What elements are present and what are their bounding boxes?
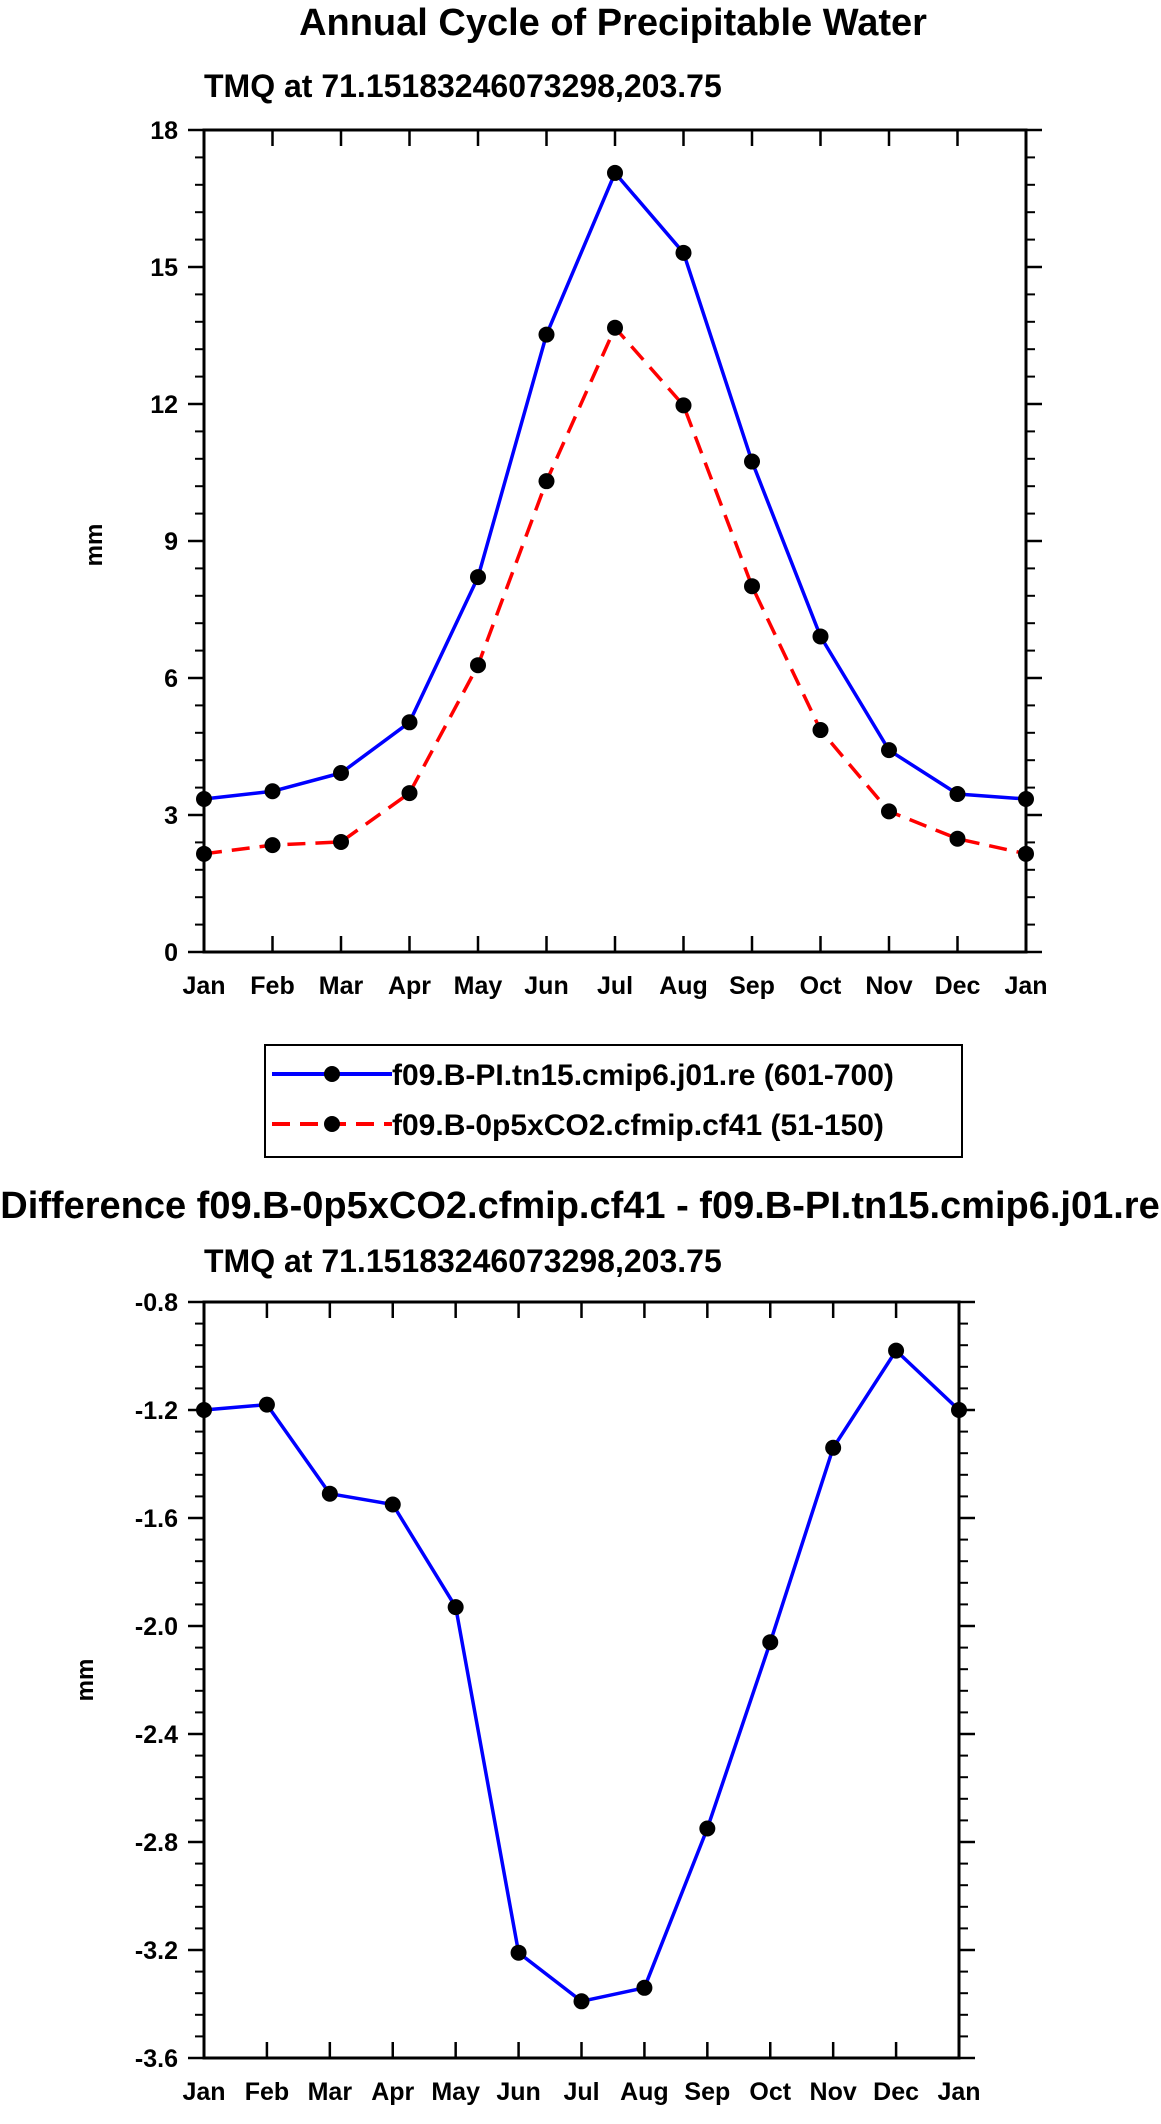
- chart1-series2-point: [470, 657, 486, 674]
- chart2-y-tick-label: -1.6: [135, 1505, 178, 1533]
- chart2-series1-point: [510, 1944, 527, 1961]
- chart1-x-tick-label: Mar: [319, 972, 364, 1000]
- chart1-series1-point: [538, 326, 555, 343]
- chart2-series1-point: [258, 1396, 275, 1413]
- chart2-title: Difference f09.B-0p5xCO2.cfmip.cf41 - f0…: [0, 1185, 1159, 1227]
- chart1-y-tick-label: 0: [164, 939, 178, 967]
- chart1-plot: Jan Feb Mar Apr May Jun Jul Aug Sep Oct Nov Dec Jan0…: [150, 117, 1047, 1000]
- chart1-series1-point: [1018, 791, 1034, 808]
- chart1-plot-frame: [202, 128, 1028, 954]
- chart2-y-axis-label: mm: [72, 1659, 99, 1702]
- legend-series2-marker: [324, 1116, 340, 1132]
- chart2-y-tick-label: -3.6: [135, 2045, 178, 2073]
- chart1-x-tick-label: Jan: [182, 972, 225, 1000]
- chart2-y-tick-label: -0.8: [135, 1289, 178, 1317]
- chart2-series1-point: [951, 1402, 967, 1418]
- chart1-series2-point: [744, 578, 760, 595]
- chart1-legend: f09.B-PI.tn15.cmip6.j01.re (601-700) f09…: [264, 1044, 963, 1158]
- legend-series1-label: f09.B-PI.tn15.cmip6.j01.re (601-700): [392, 1059, 894, 1092]
- chart1-series2-point: [675, 397, 692, 414]
- chart2-series1-point: [762, 1634, 779, 1651]
- chart1-y-tick-label: 15: [150, 254, 178, 282]
- chart2-series1-point: [636, 1979, 653, 1996]
- chart2-series1-point: [699, 1820, 716, 1837]
- chart1-x-tick-label: Sep: [729, 972, 775, 1000]
- chart2-series1-point: [573, 1993, 590, 2010]
- chart2-y-tick-label: -2.4: [135, 1721, 178, 1749]
- chart2-plot-frame: [202, 1300, 961, 2060]
- chart1-series2-point: [264, 837, 281, 854]
- legend-series1-marker: [324, 1066, 340, 1082]
- chart1-x-tick-label: Nov: [865, 972, 912, 1000]
- chart2-x-tick-label: Apr: [371, 2078, 414, 2106]
- chart2-x-tick-label: Jan: [182, 2078, 225, 2106]
- chart2-series1-point: [447, 1599, 464, 1616]
- chart1-series2-point: [607, 319, 623, 336]
- chart2-x-tick-label: May: [431, 2078, 480, 2106]
- chart2-series1-point: [321, 1485, 338, 1502]
- chart1-title: Annual Cycle of Precipitable Water: [299, 2, 927, 44]
- chart1-series2-point: [812, 722, 829, 739]
- chart1-x-tick-label: Apr: [388, 972, 431, 1000]
- chart1-y-tick-label: 3: [164, 802, 178, 830]
- chart2-series1-point: [888, 1342, 905, 1359]
- chart2-y-tick-label: -2.0: [135, 1613, 178, 1641]
- chart1-y-axis-label: mm: [81, 524, 108, 567]
- chart1-series1-point: [333, 764, 349, 781]
- chart1-series1-point: [675, 244, 692, 261]
- chart1-x-tick-label: Jun: [524, 972, 568, 1000]
- chart1-series1-point: [744, 453, 760, 470]
- chart1-series2-point: [1018, 845, 1034, 862]
- chart2-plot: Jan Feb Mar Apr May Jun Jul Aug Sep Oct Nov Dec Jan-…: [135, 1289, 981, 2106]
- chart1-y-tick-label: 12: [150, 391, 178, 419]
- chart1-series2-point: [196, 845, 212, 862]
- chart1-x-tick-label: Feb: [250, 972, 294, 1000]
- chart1-subtitle: TMQ at 71.15183246073298,203.75: [204, 68, 722, 104]
- chart1-series2-point: [538, 473, 555, 490]
- chart1-series1-point: [881, 742, 897, 759]
- chart1-series2-point: [881, 803, 897, 820]
- chart1-series2-point: [401, 785, 418, 802]
- chart2-x-tick-label: Feb: [245, 2078, 289, 2106]
- chart1-series1-point: [470, 569, 486, 586]
- legend-series2-label: f09.B-0p5xCO2.cfmip.cf41 (51-150): [392, 1109, 884, 1142]
- chart2-series1-point: [825, 1439, 842, 1456]
- chart2-y-tick-label: -3.2: [135, 1937, 178, 1965]
- chart2-y-tick-label: -1.2: [135, 1397, 178, 1425]
- chart2-x-tick-label: Oct: [749, 2078, 791, 2106]
- chart1-x-tick-label: Oct: [800, 972, 842, 1000]
- chart1-y-tick-label: 18: [150, 117, 178, 145]
- chart1-series2-point: [949, 830, 966, 847]
- chart1-x-tick-label: Aug: [659, 972, 708, 1000]
- chart1-y-tick-label: 6: [164, 665, 178, 693]
- chart1-x-tick-label: Dec: [935, 972, 981, 1000]
- chart2-x-tick-label: Mar: [308, 2078, 353, 2106]
- chart2-series1-point: [196, 1402, 212, 1418]
- chart2-series1-line: [203, 1348, 961, 2004]
- chart2-series1-point: [384, 1496, 401, 1513]
- chart2-x-tick-label: Jul: [563, 2078, 599, 2106]
- chart2-x-tick-label: Nov: [810, 2078, 857, 2106]
- chart2-subtitle: TMQ at 71.15183246073298,203.75: [204, 1243, 722, 1279]
- chart2-y-tick-label: -2.8: [135, 1829, 178, 1857]
- chart1-series2-point: [333, 833, 349, 850]
- legend-box: [264, 1044, 963, 1158]
- chart2-x-tick-label: Jan: [937, 2078, 980, 2106]
- chart1-series1-point: [812, 628, 829, 645]
- chart1-series1-point: [949, 785, 966, 802]
- chart1-series1-line: [203, 171, 1027, 801]
- chart1-series1-point: [264, 783, 281, 800]
- chart1-x-tick-label: Jan: [1004, 972, 1047, 1000]
- chart2-x-tick-label: Sep: [684, 2078, 730, 2106]
- chart1-y-tick-label: 9: [164, 528, 178, 556]
- chart1-x-tick-label: Jul: [597, 972, 633, 1000]
- chart1-series1-point: [401, 714, 418, 731]
- chart1-series1-point: [607, 164, 623, 181]
- chart2-x-tick-label: Aug: [620, 2078, 669, 2106]
- chart1-series1-point: [196, 791, 212, 808]
- chart2-x-tick-label: Dec: [873, 2078, 919, 2106]
- chart2-x-tick-label: Jun: [496, 2078, 540, 2106]
- chart1-x-tick-label: May: [454, 972, 503, 1000]
